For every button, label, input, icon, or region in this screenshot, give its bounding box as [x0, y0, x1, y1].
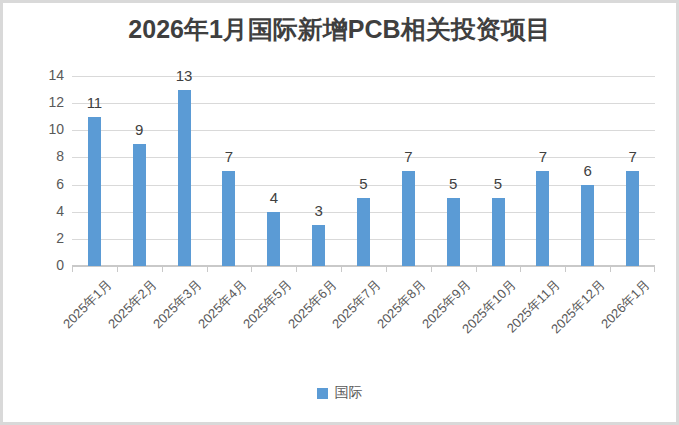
legend-label: 国际 [335, 384, 363, 402]
bar [312, 225, 325, 266]
axis-tick [341, 267, 342, 272]
legend: 国际 [3, 384, 676, 402]
bar-value-label: 7 [523, 148, 563, 165]
bar [357, 198, 370, 266]
chart-frame: 2026年1月国际新增PCB相关投资项目 119137435755767 024… [0, 0, 679, 425]
y-tick-label: 0 [3, 257, 64, 273]
axis-tick [207, 267, 208, 272]
bar-value-label: 4 [254, 189, 294, 206]
axis-tick [431, 267, 432, 272]
bar [536, 171, 549, 266]
y-tick-label: 2 [3, 230, 64, 246]
y-tick-label: 12 [3, 94, 64, 110]
bar-value-label: 7 [388, 148, 428, 165]
chart-title: 2026年1月国际新增PCB相关投资项目 [3, 13, 676, 46]
axis-tick [520, 267, 521, 272]
bar-value-label: 5 [344, 175, 384, 192]
axis-tick [610, 267, 611, 272]
bar [88, 117, 101, 266]
bar [178, 90, 191, 266]
y-tick-label: 4 [3, 203, 64, 219]
y-tick-label: 14 [3, 67, 64, 83]
y-tick-label: 6 [3, 176, 64, 192]
axis-tick [565, 267, 566, 272]
bar-value-label: 5 [478, 175, 518, 192]
bar-value-label: 9 [119, 121, 159, 138]
bar [492, 198, 505, 266]
y-tick-label: 8 [3, 148, 64, 164]
bar-value-label: 6 [568, 162, 608, 179]
bar-value-label: 7 [613, 148, 653, 165]
bar [133, 144, 146, 266]
legend-swatch-icon [317, 388, 328, 399]
axis-tick [117, 267, 118, 272]
axis-tick [296, 267, 297, 272]
plot-area: 119137435755767 [72, 76, 655, 266]
bar-value-label: 7 [209, 148, 249, 165]
bar-chart: 2026年1月国际新增PCB相关投资项目 119137435755767 024… [3, 3, 676, 422]
gridline [72, 103, 655, 104]
bar-value-label: 13 [164, 67, 204, 84]
y-tick-label: 10 [3, 121, 64, 137]
bar [581, 185, 594, 266]
axis-tick [251, 267, 252, 272]
bar [222, 171, 235, 266]
bar [402, 171, 415, 266]
axis-tick [476, 267, 477, 272]
bar-value-label: 5 [433, 175, 473, 192]
bar-value-label: 3 [299, 202, 339, 219]
x-tick-label: 2026年1月 [598, 276, 655, 333]
axis-tick [72, 267, 73, 272]
x-tick-label: 2025年3月 [149, 276, 206, 333]
bar [626, 171, 639, 266]
axis-tick [162, 267, 163, 272]
gridline [72, 130, 655, 131]
gridline [72, 76, 655, 77]
bar [267, 212, 280, 266]
axis-tick [386, 267, 387, 272]
axis-tick [654, 267, 655, 272]
gridline [72, 157, 655, 158]
bar [447, 198, 460, 266]
bar-value-label: 11 [74, 94, 114, 111]
